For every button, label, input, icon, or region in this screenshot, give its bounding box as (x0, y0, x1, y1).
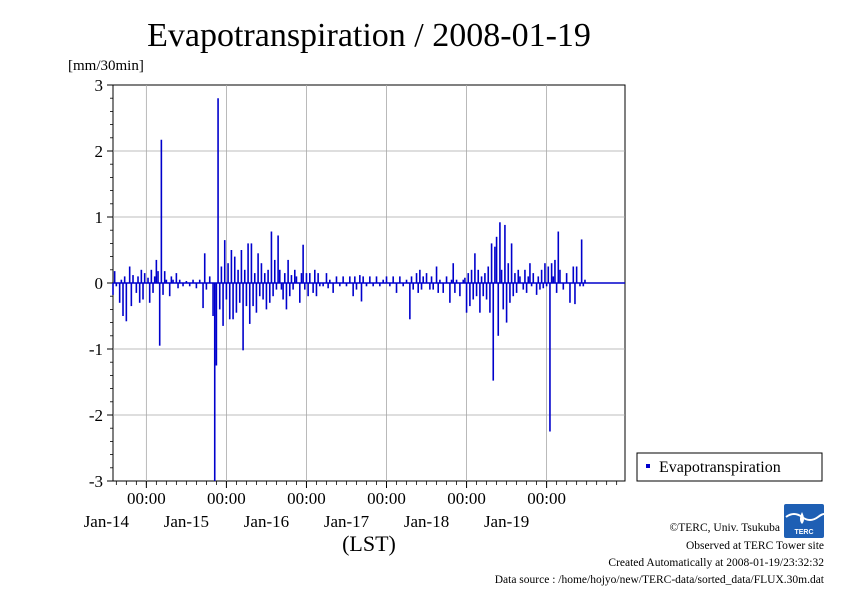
y-axis-unit-label: [mm/30min] (68, 58, 144, 74)
y-tick-label: 3 (95, 76, 104, 95)
y-axis-ticks: 3 2 1 0 -1 -2 -3 (89, 76, 113, 491)
terc-logo: TERC (784, 504, 827, 538)
series-evapotranspiration (112, 98, 586, 481)
legend-label: Evapotranspiration (659, 459, 781, 476)
footer-credit: ©TERC, Univ. Tsukuba (670, 522, 780, 534)
y-tick-label: -1 (89, 340, 103, 359)
footer-created: Created Automatically at 2008-01-19/23:3… (608, 557, 824, 569)
y-tick-label: 0 (95, 274, 104, 293)
legend-marker (646, 464, 650, 468)
x-tick-time-label: 00:00 (447, 489, 486, 508)
x-tick-date-label: Jan-19 (484, 512, 529, 531)
x-tick-date-label: Jan-14 (84, 512, 130, 531)
x-tick-date-label: Jan-16 (244, 512, 289, 531)
x-axis-label: (LST) (342, 531, 396, 556)
y-tick-label: -3 (89, 472, 103, 491)
x-tick-time-label: 00:00 (527, 489, 566, 508)
x-tick-date-label: Jan-15 (164, 512, 209, 531)
x-tick-time-label: 00:00 (367, 489, 406, 508)
logo-droplet-icon (800, 512, 804, 524)
legend-box (636, 452, 823, 482)
x-tick-time-label: 00:00 (287, 489, 326, 508)
y-tick-label: -2 (89, 406, 103, 425)
x-tick-date-label: Jan-18 (404, 512, 449, 531)
y-tick-label: 2 (95, 142, 104, 161)
logo-wave-icon (785, 513, 827, 521)
x-tick-time-label: 00:00 (127, 489, 166, 508)
x-axis-ticks: 00:00 Jan-14 00:00 Jan-15 00:00 Jan-16 00:00 Ja… (84, 481, 618, 531)
footer-source: Data source : /home/hojyo/new/TERC-data/… (495, 574, 825, 586)
logo-text: TERC (794, 529, 813, 536)
x-tick-time-label: 00:00 (207, 489, 246, 508)
chart-title: Evapotranspiration / 2008-01-19 (147, 17, 591, 54)
footer-observed: Observed at TERC Tower site (686, 540, 824, 552)
y-tick-label: 1 (95, 208, 104, 227)
x-tick-date-label: Jan-17 (324, 512, 370, 531)
legend: Evapotranspiration (636, 452, 823, 482)
logo-background (784, 504, 824, 538)
